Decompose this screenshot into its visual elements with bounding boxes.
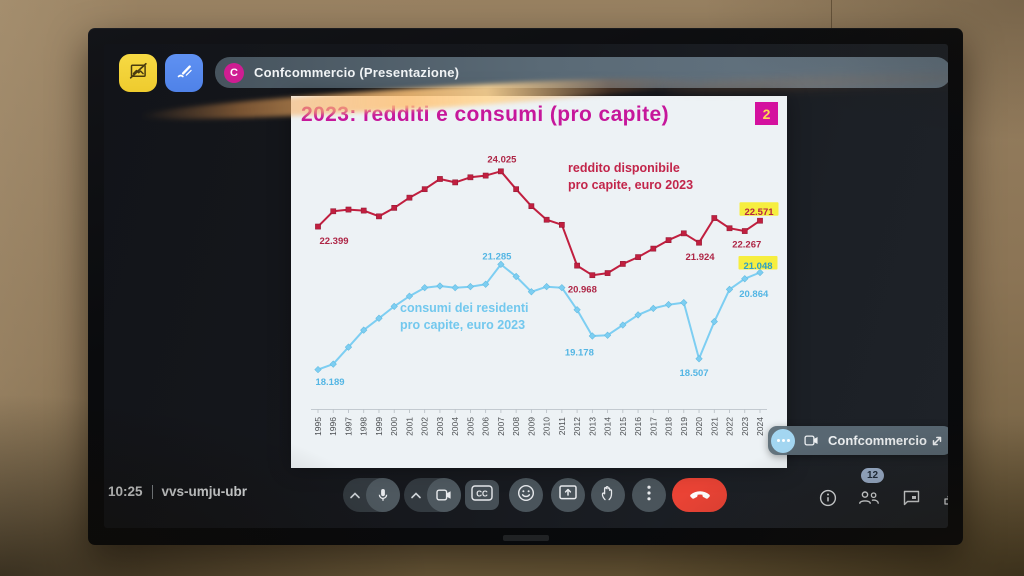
- svg-text:CC: CC: [476, 489, 488, 498]
- meet-screen: C Confcommercio (Presentazione) 1995 1996…: [104, 44, 948, 528]
- more-options-button[interactable]: [632, 478, 666, 512]
- svg-text:1995: 1995: [313, 417, 323, 436]
- info-icon: [819, 489, 837, 512]
- svg-text:2023: 2023: [740, 417, 750, 436]
- mic-button[interactable]: [343, 478, 400, 512]
- participants-button[interactable]: [857, 490, 881, 510]
- svg-text:2007: 2007: [496, 417, 506, 436]
- status-divider: [151, 484, 153, 499]
- slide-page-number: 2: [755, 102, 778, 125]
- presenter-avatar: C: [224, 62, 244, 83]
- svg-text:2008: 2008: [511, 417, 521, 436]
- series-annotation-consumption: consumi dei residenti pro capite, euro 2…: [400, 301, 529, 332]
- svg-text:1999: 1999: [374, 417, 384, 436]
- chevron-up-icon[interactable]: [404, 491, 427, 500]
- camera-icon: [804, 435, 819, 446]
- svg-text:2010: 2010: [542, 417, 552, 436]
- svg-text:18.507: 18.507: [680, 368, 709, 379]
- more-vert-icon: [647, 485, 651, 506]
- dots-avatar-icon: [771, 428, 795, 453]
- chart: 1995 1996 1997 1998 1999 2000 2001 2002 2003 2004…: [311, 155, 779, 436]
- svg-text:20.968: 20.968: [568, 284, 597, 295]
- svg-text:18.189: 18.189: [315, 377, 344, 388]
- svg-text:2013: 2013: [587, 417, 597, 436]
- svg-text:2012: 2012: [572, 417, 582, 436]
- svg-text:2014: 2014: [603, 417, 613, 436]
- svg-text:2003: 2003: [435, 417, 445, 436]
- chat-icon: [903, 490, 920, 511]
- floating-presentation-pill[interactable]: Confcommercio: [768, 426, 948, 455]
- tv-frame: C Confcommercio (Presentazione) 1995 1996…: [88, 28, 963, 545]
- svg-text:20.864: 20.864: [739, 289, 769, 300]
- svg-text:2011: 2011: [557, 417, 567, 436]
- svg-text:2002: 2002: [420, 417, 430, 436]
- svg-text:21.924: 21.924: [686, 252, 716, 263]
- floating-pill-label: Confcommercio: [828, 433, 927, 448]
- raise-hand-icon: [601, 485, 615, 506]
- svg-text:2024: 2024: [755, 417, 765, 436]
- cc-icon: CC: [471, 484, 493, 506]
- tv-brand-logo: [502, 535, 549, 541]
- participants-count-badge: 12: [861, 468, 884, 483]
- svg-text:24.025: 24.025: [487, 155, 517, 166]
- svg-text:2017: 2017: [648, 417, 658, 436]
- svg-text:2000: 2000: [389, 417, 399, 436]
- svg-text:22.571: 22.571: [744, 207, 774, 218]
- svg-text:2018: 2018: [664, 417, 674, 436]
- expand-icon[interactable]: [930, 434, 944, 448]
- chat-button[interactable]: [899, 490, 923, 510]
- mic-icon: [366, 478, 400, 512]
- chevron-up-icon[interactable]: [343, 491, 366, 500]
- svg-text:2020: 2020: [694, 417, 704, 436]
- presenting-banner-label: Confcommercio (Presentazione): [254, 65, 460, 80]
- svg-text:2004: 2004: [450, 417, 460, 436]
- annotate-button[interactable]: [165, 54, 203, 92]
- svg-text:19.178: 19.178: [565, 347, 594, 358]
- series-annotation-income: reddito disponibile pro capite, euro 202…: [568, 161, 694, 192]
- participants-icon: [858, 490, 880, 510]
- activities-icon: [943, 490, 948, 511]
- svg-text:1998: 1998: [359, 417, 369, 436]
- slide-title: 2023: redditi e consumi (pro capite): [301, 103, 669, 126]
- hide-image-button[interactable]: [119, 54, 157, 92]
- svg-text:22.267: 22.267: [732, 239, 761, 250]
- status-bar: 10:25 vvs-umju-ubr: [108, 484, 247, 499]
- svg-text:22.399: 22.399: [319, 236, 348, 247]
- meeting-code: vvs-umju-ubr: [161, 484, 248, 499]
- end-call-button[interactable]: [672, 478, 727, 512]
- presentation-slide: 1995 1996 1997 1998 1999 2000 2001 2002 2003 2004…: [291, 96, 787, 468]
- svg-text:2006: 2006: [481, 417, 491, 436]
- svg-text:2009: 2009: [526, 417, 536, 436]
- hide-image-icon: [129, 62, 148, 85]
- svg-text:2016: 2016: [633, 417, 643, 436]
- emoji-icon: [517, 484, 535, 507]
- svg-text:2022: 2022: [725, 417, 735, 436]
- present-screen-icon: [559, 485, 577, 505]
- svg-text:21.285: 21.285: [482, 252, 512, 263]
- presenting-banner: C Confcommercio (Presentazione): [215, 57, 948, 88]
- info-button[interactable]: [816, 489, 840, 512]
- camera-icon: [427, 478, 461, 512]
- svg-text:2019: 2019: [679, 417, 689, 436]
- activities-button[interactable]: [939, 490, 948, 510]
- raise-hand-button[interactable]: [591, 478, 625, 512]
- present-button[interactable]: [551, 478, 585, 512]
- annotate-pen-icon: [175, 62, 194, 85]
- svg-text:1996: 1996: [328, 417, 338, 436]
- end-call-icon: [689, 486, 711, 504]
- wall-seam: [831, 0, 832, 29]
- camera-button[interactable]: [404, 478, 461, 512]
- svg-text:2001: 2001: [404, 417, 414, 436]
- clock: 10:25: [108, 484, 143, 499]
- svg-text:1997: 1997: [343, 417, 353, 436]
- svg-text:21.048: 21.048: [743, 261, 772, 272]
- svg-text:2005: 2005: [465, 417, 475, 436]
- svg-text:2015: 2015: [618, 417, 628, 436]
- svg-text:2021: 2021: [709, 417, 719, 436]
- captions-button[interactable]: CC: [465, 480, 499, 510]
- reactions-button[interactable]: [509, 478, 543, 512]
